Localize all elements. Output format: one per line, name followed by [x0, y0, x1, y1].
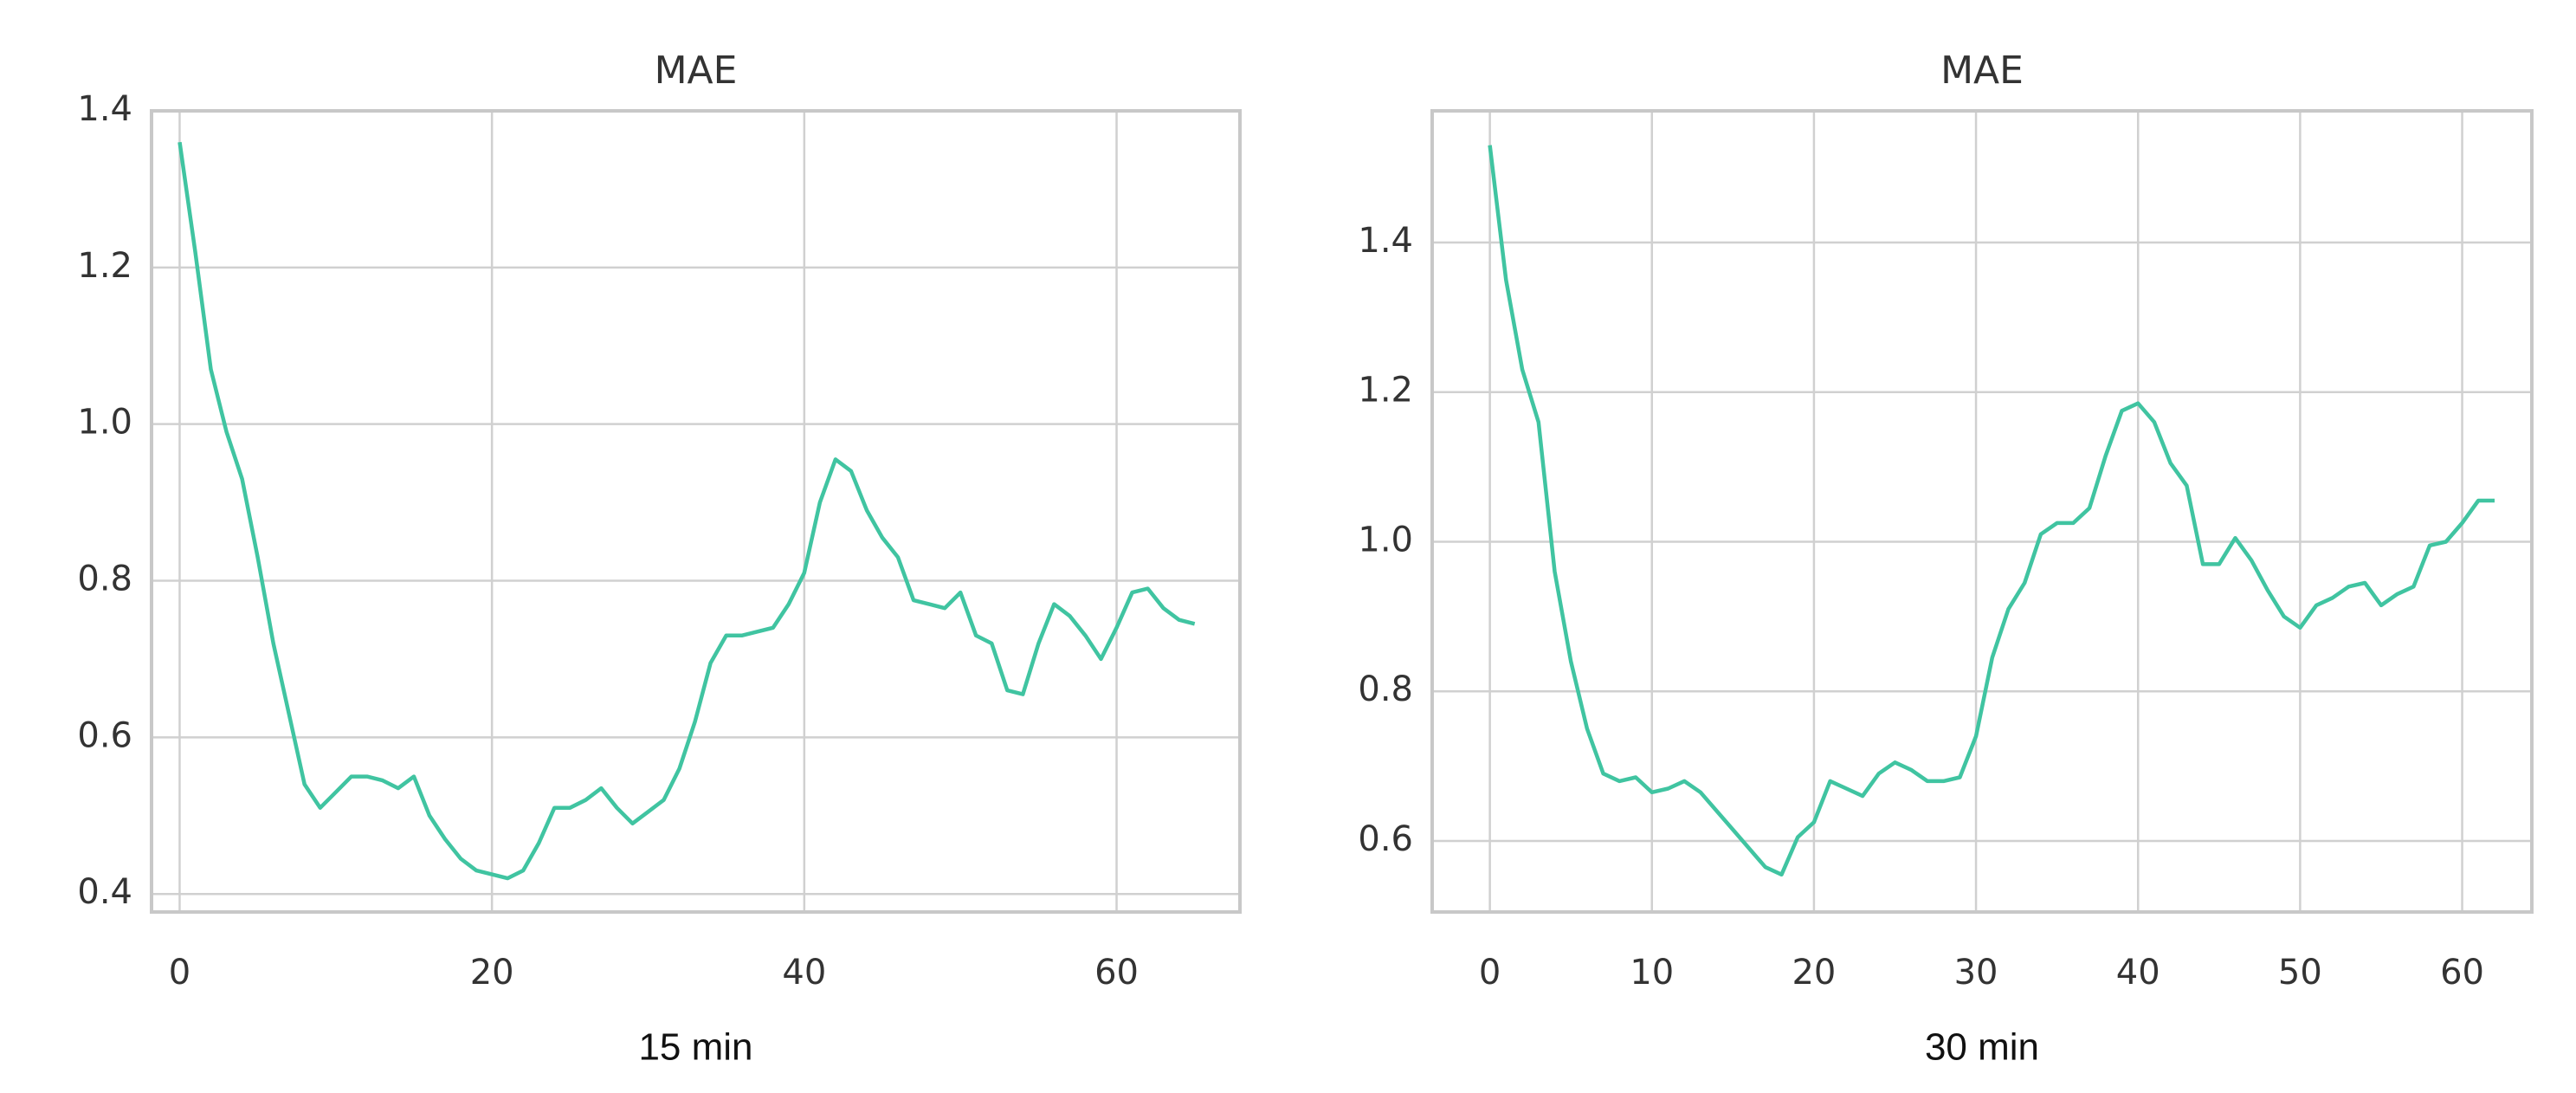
y-tick-label: 0.4 [77, 872, 132, 912]
y-tick-label: 1.2 [77, 246, 132, 286]
chart-title: MAE [655, 49, 738, 93]
x-tick-label: 60 [1094, 953, 1139, 993]
x-tick-label: 40 [782, 953, 826, 993]
x-tick-label: 20 [470, 953, 514, 993]
x-tick-label: 50 [2278, 953, 2322, 993]
y-tick-label: 0.6 [1358, 819, 1413, 859]
x-tick-label: 10 [1630, 953, 1674, 993]
chart-title: MAE [1940, 49, 2024, 93]
y-tick-label: 0.6 [77, 715, 132, 755]
y-tick-label: 1.0 [77, 403, 132, 443]
x-tick-label: 30 [1954, 953, 1998, 993]
y-tick-label: 1.4 [1358, 221, 1413, 261]
x-tick-label: 60 [2440, 953, 2484, 993]
plot-frame [150, 109, 1242, 914]
y-tick-label: 1.2 [1358, 371, 1413, 411]
plot-frame [1430, 109, 2534, 914]
y-tick-label: 1.0 [1358, 520, 1413, 559]
y-tick-label: 1.4 [77, 89, 132, 129]
x-axis-label: 30 min [1925, 1026, 2039, 1069]
x-tick-label: 20 [1792, 953, 1836, 993]
data-line [178, 141, 1196, 881]
data-line [1488, 145, 2495, 877]
y-tick-label: 0.8 [77, 559, 132, 599]
x-tick-label: 40 [2116, 953, 2160, 993]
x-tick-label: 0 [169, 953, 190, 993]
y-tick-label: 0.8 [1358, 669, 1413, 709]
x-tick-label: 0 [1479, 953, 1501, 993]
x-axis-label: 15 min [638, 1026, 752, 1069]
